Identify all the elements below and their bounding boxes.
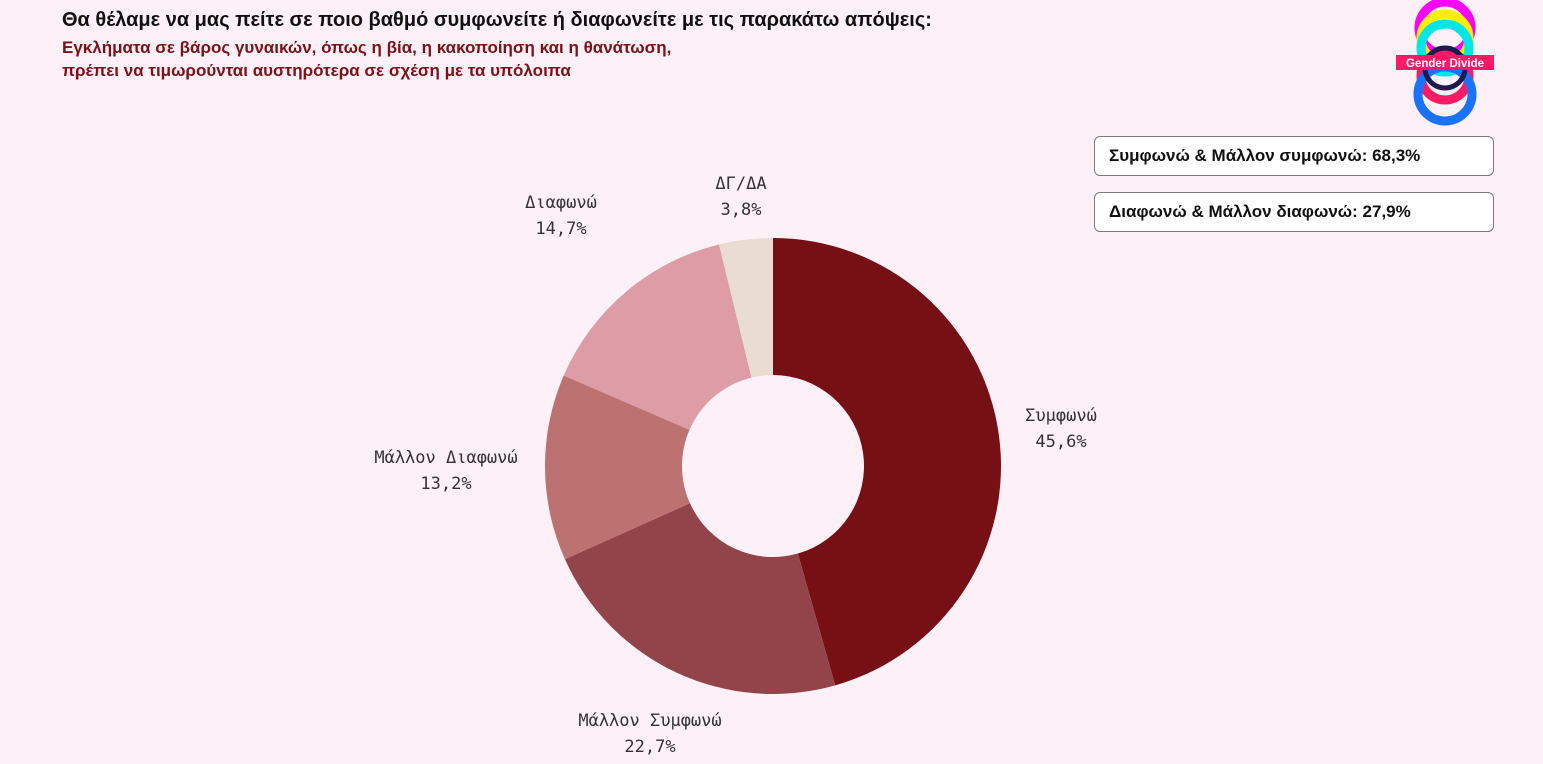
- slice-value-label-4: 14,7%: [535, 219, 586, 239]
- slice-value-label-5: 3,8%: [721, 200, 762, 220]
- slice-label-1: Συμφωνώ: [1025, 406, 1097, 426]
- donut-slice-5: [719, 238, 773, 378]
- slice-label-2: Μάλλον Συμφωνώ: [578, 711, 721, 731]
- slice-value-label-1: 45,6%: [1035, 432, 1086, 452]
- chart-subtitle-line-1: Εγκλήματα σε βάρος γυναικών, όπως η βία,…: [62, 38, 672, 57]
- slice-value-label-3: 13,2%: [420, 474, 471, 494]
- slice-label-5: ΔΓ/ΔΑ: [715, 174, 766, 194]
- gender-divide-logo: Gender Divide: [1396, 0, 1494, 126]
- donut-slice-1: [773, 238, 1001, 686]
- logo-text: Gender Divide: [1406, 58, 1484, 70]
- slice-label-3: Μάλλον Διαφωνώ: [374, 448, 517, 468]
- donut-slice-2: [564, 503, 836, 694]
- chart-subtitle-line-2: πρέπει να τιμωρούνται αυστηρότερα σε σχέ…: [62, 61, 571, 80]
- donut-slice-4: [563, 244, 752, 430]
- donut-slice-3: [544, 375, 690, 560]
- chart-title: Θα θέλαμε να μας πείτε σε ποιο βαθμό συμ…: [62, 9, 932, 31]
- slice-value-label-2: 22,7%: [624, 737, 675, 757]
- agree-summary-box: Συμφωνώ & Μάλλον συμφωνώ: 68,3%: [1094, 136, 1494, 176]
- slice-label-4: Διαφωνώ: [525, 193, 597, 213]
- disagree-summary-box: Διαφωνώ & Μάλλον διαφωνώ: 27,9%: [1094, 192, 1494, 232]
